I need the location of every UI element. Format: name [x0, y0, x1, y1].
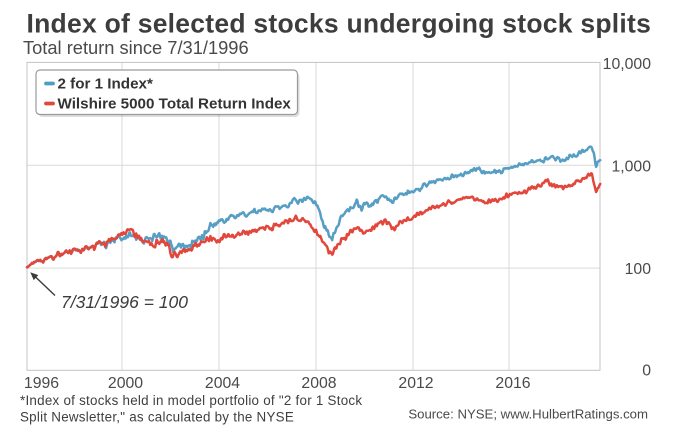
svg-text:1,000: 1,000	[611, 159, 651, 176]
svg-text:1996: 1996	[24, 375, 59, 392]
svg-text:Source: NYSE; www.HulbertRatin: Source: NYSE; www.HulbertRatings.com	[408, 406, 648, 421]
svg-text:2016: 2016	[495, 375, 530, 392]
svg-text:100: 100	[625, 261, 652, 278]
svg-text:2008: 2008	[301, 375, 336, 392]
svg-text:Total return since 7/31/1996: Total return since 7/31/1996	[23, 37, 249, 58]
svg-text:2000: 2000	[108, 375, 143, 392]
svg-text:2004: 2004	[205, 375, 240, 392]
svg-text:2 for 1 Index*: 2 for 1 Index*	[58, 76, 153, 93]
svg-text:Wilshire 5000 Total Return Ind: Wilshire 5000 Total Return Index	[58, 96, 292, 113]
svg-text:10,000: 10,000	[603, 56, 652, 73]
svg-text:*Index of stocks held in model: *Index of stocks held in model portfolio…	[20, 393, 362, 408]
svg-text:Index of selected stocks under: Index of selected stocks undergoing stoc…	[27, 9, 652, 39]
svg-text:Split Newsletter," as calculat: Split Newsletter," as calculated by the …	[20, 410, 294, 425]
svg-text:2012: 2012	[398, 375, 433, 392]
svg-text:7/31/1996 = 100: 7/31/1996 = 100	[61, 292, 188, 312]
svg-text:0: 0	[642, 363, 651, 380]
